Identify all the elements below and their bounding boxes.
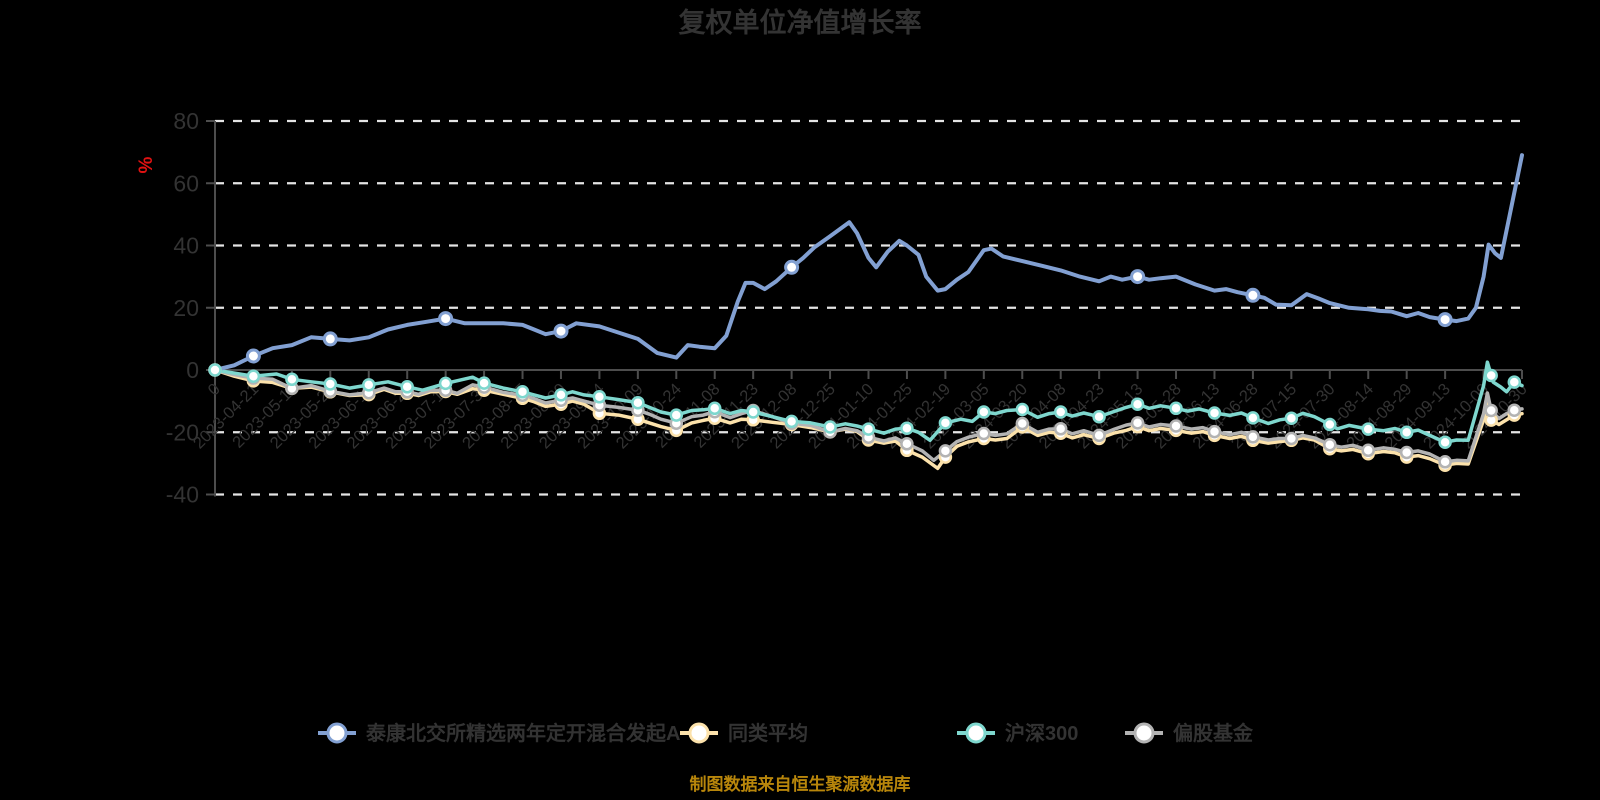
data-point-marker bbox=[1438, 455, 1452, 469]
data-point-marker bbox=[323, 377, 338, 391]
data-point-marker bbox=[1092, 428, 1106, 443]
y-tick-label: -40 bbox=[166, 482, 199, 508]
data-point-marker bbox=[1361, 443, 1375, 458]
data-point-marker bbox=[438, 311, 454, 327]
data-point-marker bbox=[900, 437, 914, 451]
data-point-marker bbox=[362, 378, 376, 392]
data-point-marker bbox=[208, 363, 222, 377]
data-point-marker bbox=[746, 405, 760, 419]
y-tick-label: 20 bbox=[173, 295, 199, 321]
series-markers-2 bbox=[208, 363, 1522, 449]
data-point-marker bbox=[1284, 411, 1299, 425]
data-point-marker bbox=[246, 369, 261, 383]
data-point-marker bbox=[1507, 375, 1522, 389]
data-point-marker bbox=[515, 385, 530, 399]
legend-item-2[interactable]: 沪深300 bbox=[957, 721, 1078, 745]
data-point-marker bbox=[592, 390, 607, 404]
data-point-marker bbox=[1130, 269, 1146, 285]
data-point-marker bbox=[1284, 431, 1299, 446]
data-point-marker bbox=[707, 401, 722, 416]
data-point-marker bbox=[900, 421, 914, 435]
legend-circle-marker bbox=[688, 722, 710, 744]
data-point-marker bbox=[245, 348, 261, 364]
data-point-marker bbox=[1169, 401, 1183, 416]
data-point-marker bbox=[553, 323, 569, 339]
data-point-marker bbox=[1399, 445, 1414, 460]
data-point-marker bbox=[1169, 419, 1183, 433]
y-tick-label: 80 bbox=[173, 108, 199, 134]
data-point-marker bbox=[322, 331, 338, 347]
y-tick-label: 40 bbox=[173, 233, 199, 259]
data-point-marker bbox=[1015, 402, 1030, 417]
legend: 泰康北交所精选两年定开混合发起A 同类平均 沪深300 偏股基金 bbox=[318, 721, 1254, 745]
data-point-marker bbox=[1246, 430, 1260, 444]
legend-item-3[interactable]: 偏股基金 bbox=[1125, 721, 1254, 745]
y-tick-label: 60 bbox=[173, 170, 199, 196]
legend-item-0[interactable]: 泰康北交所精选两年定开混合发起A bbox=[318, 721, 680, 745]
data-point-marker bbox=[1484, 368, 1498, 383]
data-point-marker bbox=[1015, 416, 1030, 431]
series-lines bbox=[208, 153, 1524, 472]
data-point-marker bbox=[1437, 312, 1453, 328]
data-point-marker bbox=[1053, 405, 1068, 419]
data-source-note: 制图数据来自恒生聚源数据库 bbox=[690, 774, 911, 794]
y-tick-label: 0 bbox=[186, 357, 199, 383]
data-point-marker bbox=[861, 422, 876, 436]
data-point-marker bbox=[1130, 397, 1145, 411]
data-point-marker bbox=[784, 414, 799, 429]
legend-label: 偏股基金 bbox=[1173, 721, 1254, 745]
data-point-marker bbox=[1053, 422, 1068, 436]
data-point-marker bbox=[1438, 435, 1452, 449]
data-point-marker bbox=[1092, 409, 1106, 424]
y-axis-percent-label: % bbox=[136, 156, 157, 173]
legend-circle-marker bbox=[1133, 722, 1155, 744]
data-point-marker bbox=[1245, 287, 1261, 303]
data-point-marker bbox=[977, 426, 991, 441]
chart-title: 复权单位净值增长率 bbox=[679, 7, 922, 38]
data-point-marker bbox=[938, 444, 953, 458]
legend-label: 泰康北交所精选两年定开混合发起A bbox=[365, 721, 680, 745]
data-point-marker bbox=[1207, 406, 1222, 420]
data-point-marker bbox=[1323, 437, 1337, 452]
data-point-marker bbox=[554, 388, 568, 402]
data-point-marker bbox=[823, 420, 837, 434]
data-point-marker bbox=[631, 395, 645, 410]
y-tick-label: -20 bbox=[166, 419, 199, 445]
data-point-marker bbox=[1484, 403, 1498, 418]
data-point-marker bbox=[400, 380, 414, 394]
data-point-marker bbox=[669, 408, 684, 422]
data-point-marker bbox=[1207, 424, 1222, 439]
legend-circle-marker bbox=[326, 722, 348, 744]
series-line-0 bbox=[213, 153, 1524, 372]
series-line-1 bbox=[213, 368, 1524, 471]
legend-label: 沪深300 bbox=[1005, 721, 1078, 745]
data-point-marker bbox=[1130, 416, 1145, 430]
data-point-marker bbox=[1399, 425, 1414, 440]
data-point-marker bbox=[285, 372, 299, 387]
legend-item-1[interactable]: 同类平均 bbox=[680, 721, 808, 745]
data-point-marker bbox=[477, 376, 491, 390]
data-point-marker bbox=[1361, 422, 1375, 436]
data-point-marker bbox=[438, 376, 453, 391]
data-point-marker bbox=[1323, 417, 1337, 432]
series-markers-0 bbox=[245, 259, 1453, 364]
legend-circle-marker bbox=[965, 722, 987, 744]
data-point-marker bbox=[938, 416, 953, 430]
data-point-marker bbox=[784, 259, 800, 275]
data-point-marker bbox=[977, 405, 991, 419]
legend-label: 同类平均 bbox=[728, 721, 808, 745]
data-point-marker bbox=[1246, 411, 1260, 425]
data-point-marker bbox=[1507, 403, 1522, 417]
